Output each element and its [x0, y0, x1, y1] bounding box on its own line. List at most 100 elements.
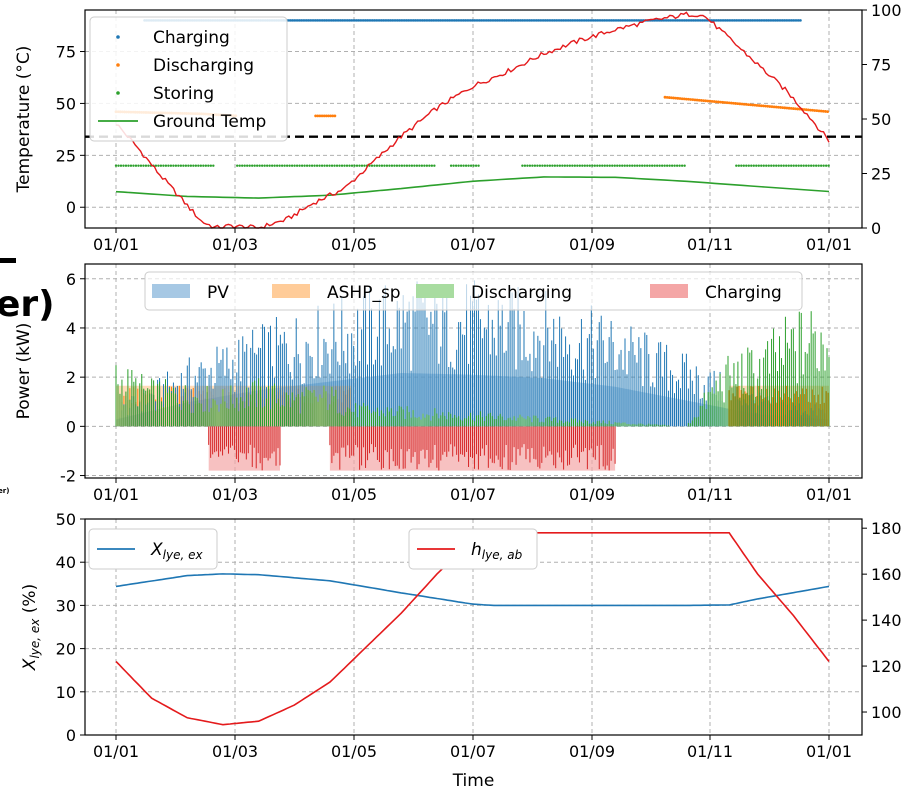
- storing-point: [603, 164, 606, 167]
- charging-point: [415, 19, 419, 22]
- charging-point: [777, 19, 781, 22]
- storing-point: [428, 164, 431, 167]
- charging-point: [294, 19, 298, 22]
- discharging-point: [755, 103, 759, 107]
- discharging-point: [318, 114, 322, 118]
- storing-point: [410, 164, 414, 167]
- storing-point: [403, 164, 406, 167]
- charging-point: [685, 19, 688, 22]
- legend-label: Ground Temp: [153, 112, 266, 132]
- charging-point: [631, 19, 635, 22]
- charging-point: [357, 19, 360, 22]
- discharging-point: [682, 97, 686, 101]
- storing-point: [122, 164, 125, 167]
- charging-point: [743, 19, 747, 22]
- charging-point: [608, 19, 612, 22]
- storing-point: [375, 164, 379, 167]
- charging-point: [683, 19, 686, 22]
- charging-point: [492, 19, 496, 22]
- storing-point: [305, 164, 309, 167]
- storing-point: [315, 164, 319, 167]
- storing-point: [124, 164, 128, 167]
- charging-point: [423, 19, 426, 22]
- storing-point: [290, 164, 294, 167]
- charging-point: [501, 19, 505, 22]
- y-tick-label: 25: [56, 146, 76, 165]
- charging-point: [629, 19, 633, 22]
- storing-point: [390, 164, 394, 167]
- storing-point: [457, 164, 460, 167]
- storing-point: [817, 164, 820, 167]
- charging-point: [726, 19, 729, 22]
- storing-point: [179, 164, 183, 167]
- x-tick-label: 01/09: [569, 742, 615, 761]
- storing-point: [385, 164, 389, 167]
- charging-point: [424, 19, 428, 22]
- discharging-point: [670, 96, 673, 100]
- discharging-point: [813, 109, 817, 112]
- charging-point: [761, 19, 765, 22]
- storing-point: [742, 164, 745, 167]
- storing-point: [467, 164, 470, 167]
- storing-point: [663, 164, 666, 167]
- storing-point: [601, 164, 604, 167]
- charging-point: [407, 19, 410, 22]
- charging-point: [512, 19, 515, 22]
- charging-point: [369, 19, 373, 22]
- charging-point: [483, 19, 487, 22]
- storing-point: [433, 164, 436, 167]
- charging-point: [690, 19, 694, 22]
- discharging-point: [712, 100, 716, 103]
- x-tick-label: 01/03: [212, 742, 258, 761]
- charging-point: [535, 19, 538, 22]
- charging-point: [613, 19, 617, 22]
- charging-point: [403, 19, 407, 22]
- charging-point: [578, 19, 581, 22]
- x-tick-label: 01/09: [569, 235, 615, 254]
- discharging-point: [678, 97, 682, 100]
- charging-point: [551, 19, 555, 22]
- storing-point: [405, 164, 409, 167]
- discharging-point: [729, 101, 733, 105]
- charging-point: [478, 19, 481, 22]
- charging-point: [752, 19, 756, 22]
- charging-point: [587, 19, 590, 22]
- discharging-point: [314, 114, 318, 118]
- charging-point: [567, 19, 571, 22]
- storing-point: [683, 164, 686, 167]
- storing-point: [207, 164, 210, 167]
- charging-point: [396, 19, 399, 22]
- charging-point: [563, 19, 567, 22]
- charging-point: [784, 19, 788, 22]
- charging-point: [554, 19, 558, 22]
- charging-point: [667, 19, 670, 22]
- charging-point: [291, 19, 294, 22]
- discharging-point: [680, 97, 684, 101]
- charging-point: [617, 19, 620, 22]
- charging-point: [298, 19, 301, 22]
- storing-point: [278, 164, 281, 167]
- charging-point: [419, 19, 423, 22]
- storing-point: [137, 164, 140, 167]
- charging-point: [576, 19, 579, 22]
- lye-panel: 01/01 01/03 01/05 01/07 01/09 01/11 01/01 0 10 20…: [20, 510, 902, 791]
- discharging-point: [704, 99, 708, 103]
- storing-point: [395, 164, 399, 167]
- discharging-point: [697, 98, 701, 102]
- storing-point: [819, 164, 823, 167]
- storing-point: [563, 164, 567, 167]
- discharging-point: [663, 95, 667, 99]
- discharging-point: [725, 101, 729, 105]
- discharging-point: [762, 104, 765, 108]
- storing-point: [209, 164, 213, 167]
- storing-point: [648, 164, 651, 167]
- storing-point: [824, 164, 828, 167]
- charging-point: [679, 19, 683, 22]
- charging-point: [620, 19, 624, 22]
- storing-point: [187, 164, 190, 167]
- charging-point: [633, 19, 637, 22]
- charging-point: [694, 19, 697, 22]
- charging-point: [701, 19, 704, 22]
- storing-point: [275, 164, 279, 167]
- charging-point: [640, 19, 644, 22]
